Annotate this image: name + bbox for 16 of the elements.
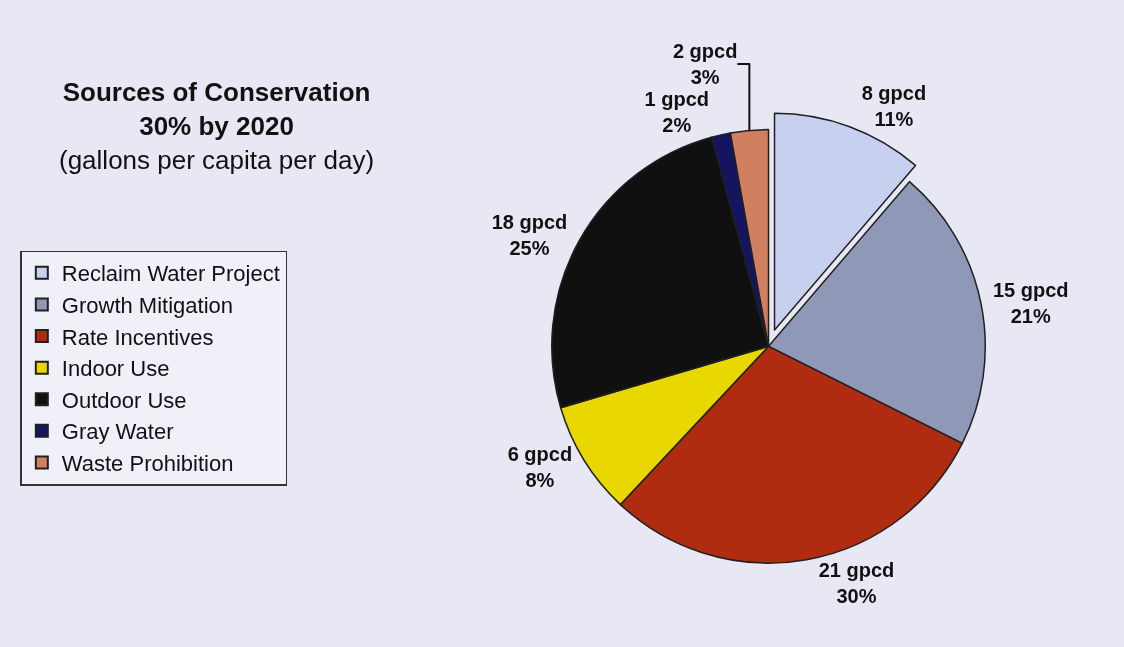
legend-label: Outdoor Use — [61, 387, 187, 413]
legend-label: Rate Incentives — [61, 324, 214, 350]
data-label: 15 gpcd 21% — [992, 278, 1069, 327]
data-label: 18 gpcd 25% — [491, 211, 568, 260]
data-label: 6 gpcd 8% — [507, 442, 573, 491]
legend-label: Indoor Use — [61, 356, 170, 382]
data-label: 21 gpcd 30% — [818, 558, 895, 607]
data-label: 1 gpcd 2% — [644, 88, 709, 137]
data-label: 2 gpcd 3% — [672, 40, 738, 89]
legend-label: Reclaim Water Project — [61, 261, 280, 287]
text: Sources of Conservation 30% by 2020 — [62, 77, 371, 141]
legend-label: Waste Prohibition — [61, 451, 234, 477]
legend-label: Gray Water — [61, 419, 174, 445]
text: (gallons per capita per day) — [59, 144, 375, 175]
legend-label: Growth Mitigation — [61, 293, 234, 319]
data-label: 8 gpcd 11% — [861, 81, 927, 130]
